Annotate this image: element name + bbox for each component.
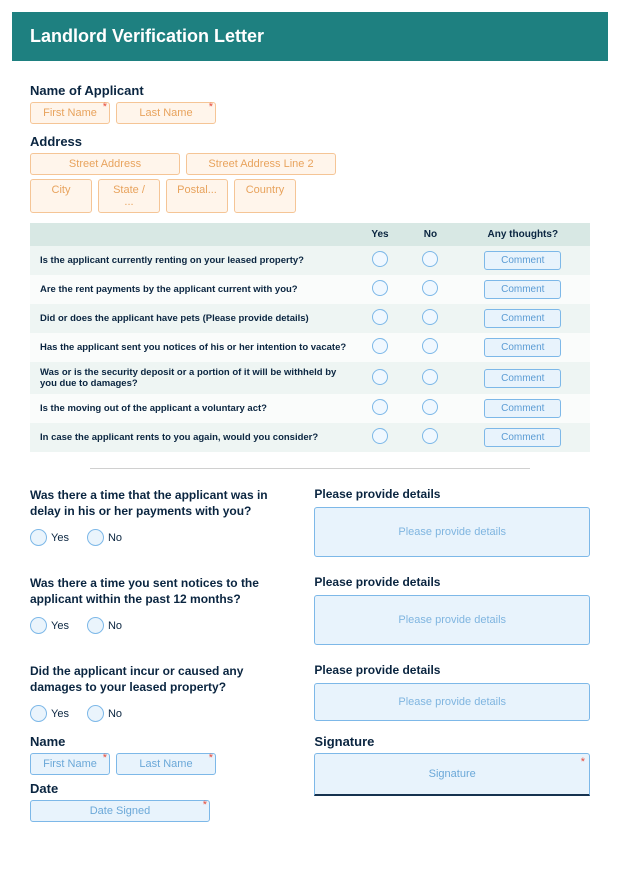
street-address-2-field[interactable]: Street Address Line 2 (186, 153, 336, 175)
question-text: Was or is the security deposit or a port… (30, 362, 355, 394)
divider (90, 468, 530, 469)
signer-first-name-field[interactable]: First Name (30, 753, 110, 775)
comment-button[interactable]: Comment (484, 428, 561, 447)
table-row: Did or does the applicant have pets (Ple… (30, 304, 590, 333)
signer-last-name-field[interactable]: Last Name (116, 753, 216, 775)
applicant-name-label: Name of Applicant (30, 83, 590, 98)
table-row: Are the rent payments by the applicant c… (30, 275, 590, 304)
address-label: Address (30, 134, 590, 149)
notices-no-radio[interactable] (87, 617, 104, 634)
question-text: Is the applicant currently renting on yo… (30, 246, 355, 275)
yes-radio[interactable] (372, 428, 388, 444)
no-radio[interactable] (422, 309, 438, 325)
comment-button[interactable]: Comment (484, 251, 561, 270)
no-radio[interactable] (422, 369, 438, 385)
damages-question: Did the applicant incur or caused any da… (30, 663, 284, 695)
page-title: Landlord Verification Letter (12, 12, 608, 61)
yes-label: Yes (51, 532, 69, 544)
notices-yes-radio[interactable] (30, 617, 47, 634)
question-text: Is the moving out of the applicant a vol… (30, 394, 355, 423)
postal-field[interactable]: Postal... (166, 179, 228, 213)
table-row: Was or is the security deposit or a port… (30, 362, 590, 394)
yes-label: Yes (51, 708, 69, 720)
col-no: No (405, 223, 455, 246)
state-field[interactable]: State / ... (98, 179, 160, 213)
questions-table: Yes No Any thoughts? Is the applicant cu… (30, 223, 590, 452)
signature-field[interactable]: Signature (314, 753, 590, 796)
damages-no-radio[interactable] (87, 705, 104, 722)
table-row: Has the applicant sent you notices of hi… (30, 333, 590, 362)
table-row: Is the moving out of the applicant a vol… (30, 394, 590, 423)
applicant-first-name-field[interactable]: First Name (30, 102, 110, 124)
no-label: No (108, 620, 122, 632)
col-yes: Yes (355, 223, 405, 246)
notices-details-field[interactable]: Please provide details (314, 595, 590, 645)
notices-details-label: Please provide details (314, 575, 590, 589)
comment-button[interactable]: Comment (484, 369, 561, 388)
delay-yes-radio[interactable] (30, 529, 47, 546)
yes-radio[interactable] (372, 399, 388, 415)
no-radio[interactable] (422, 280, 438, 296)
delay-details-label: Please provide details (314, 487, 590, 501)
question-text: Has the applicant sent you notices of hi… (30, 333, 355, 362)
city-field[interactable]: City (30, 179, 92, 213)
yes-radio[interactable] (372, 251, 388, 267)
delay-no-radio[interactable] (87, 529, 104, 546)
no-radio[interactable] (422, 428, 438, 444)
delay-details-field[interactable]: Please provide details (314, 507, 590, 557)
question-text: Are the rent payments by the applicant c… (30, 275, 355, 304)
table-row: In case the applicant rents to you again… (30, 423, 590, 452)
yes-label: Yes (51, 620, 69, 632)
applicant-last-name-field[interactable]: Last Name (116, 102, 216, 124)
comment-button[interactable]: Comment (484, 280, 561, 299)
comment-button[interactable]: Comment (484, 338, 561, 357)
question-text: Did or does the applicant have pets (Ple… (30, 304, 355, 333)
country-field[interactable]: Country (234, 179, 296, 213)
signer-name-label: Name (30, 734, 284, 749)
yes-radio[interactable] (372, 369, 388, 385)
date-label: Date (30, 781, 284, 796)
comment-button[interactable]: Comment (484, 399, 561, 418)
yes-radio[interactable] (372, 338, 388, 354)
table-row: Is the applicant currently renting on yo… (30, 246, 590, 275)
signature-label: Signature (314, 734, 590, 749)
comment-button[interactable]: Comment (484, 309, 561, 328)
damages-details-label: Please provide details (314, 663, 590, 677)
damages-yes-radio[interactable] (30, 705, 47, 722)
date-signed-field[interactable]: Date Signed (30, 800, 210, 822)
question-text: In case the applicant rents to you again… (30, 423, 355, 452)
yes-radio[interactable] (372, 309, 388, 325)
street-address-field[interactable]: Street Address (30, 153, 180, 175)
yes-radio[interactable] (372, 280, 388, 296)
col-thoughts: Any thoughts? (456, 223, 590, 246)
no-radio[interactable] (422, 251, 438, 267)
notices-question: Was there a time you sent notices to the… (30, 575, 284, 607)
no-radio[interactable] (422, 399, 438, 415)
no-label: No (108, 532, 122, 544)
no-radio[interactable] (422, 338, 438, 354)
delay-question: Was there a time that the applicant was … (30, 487, 284, 519)
damages-details-field[interactable]: Please provide details (314, 683, 590, 721)
no-label: No (108, 708, 122, 720)
